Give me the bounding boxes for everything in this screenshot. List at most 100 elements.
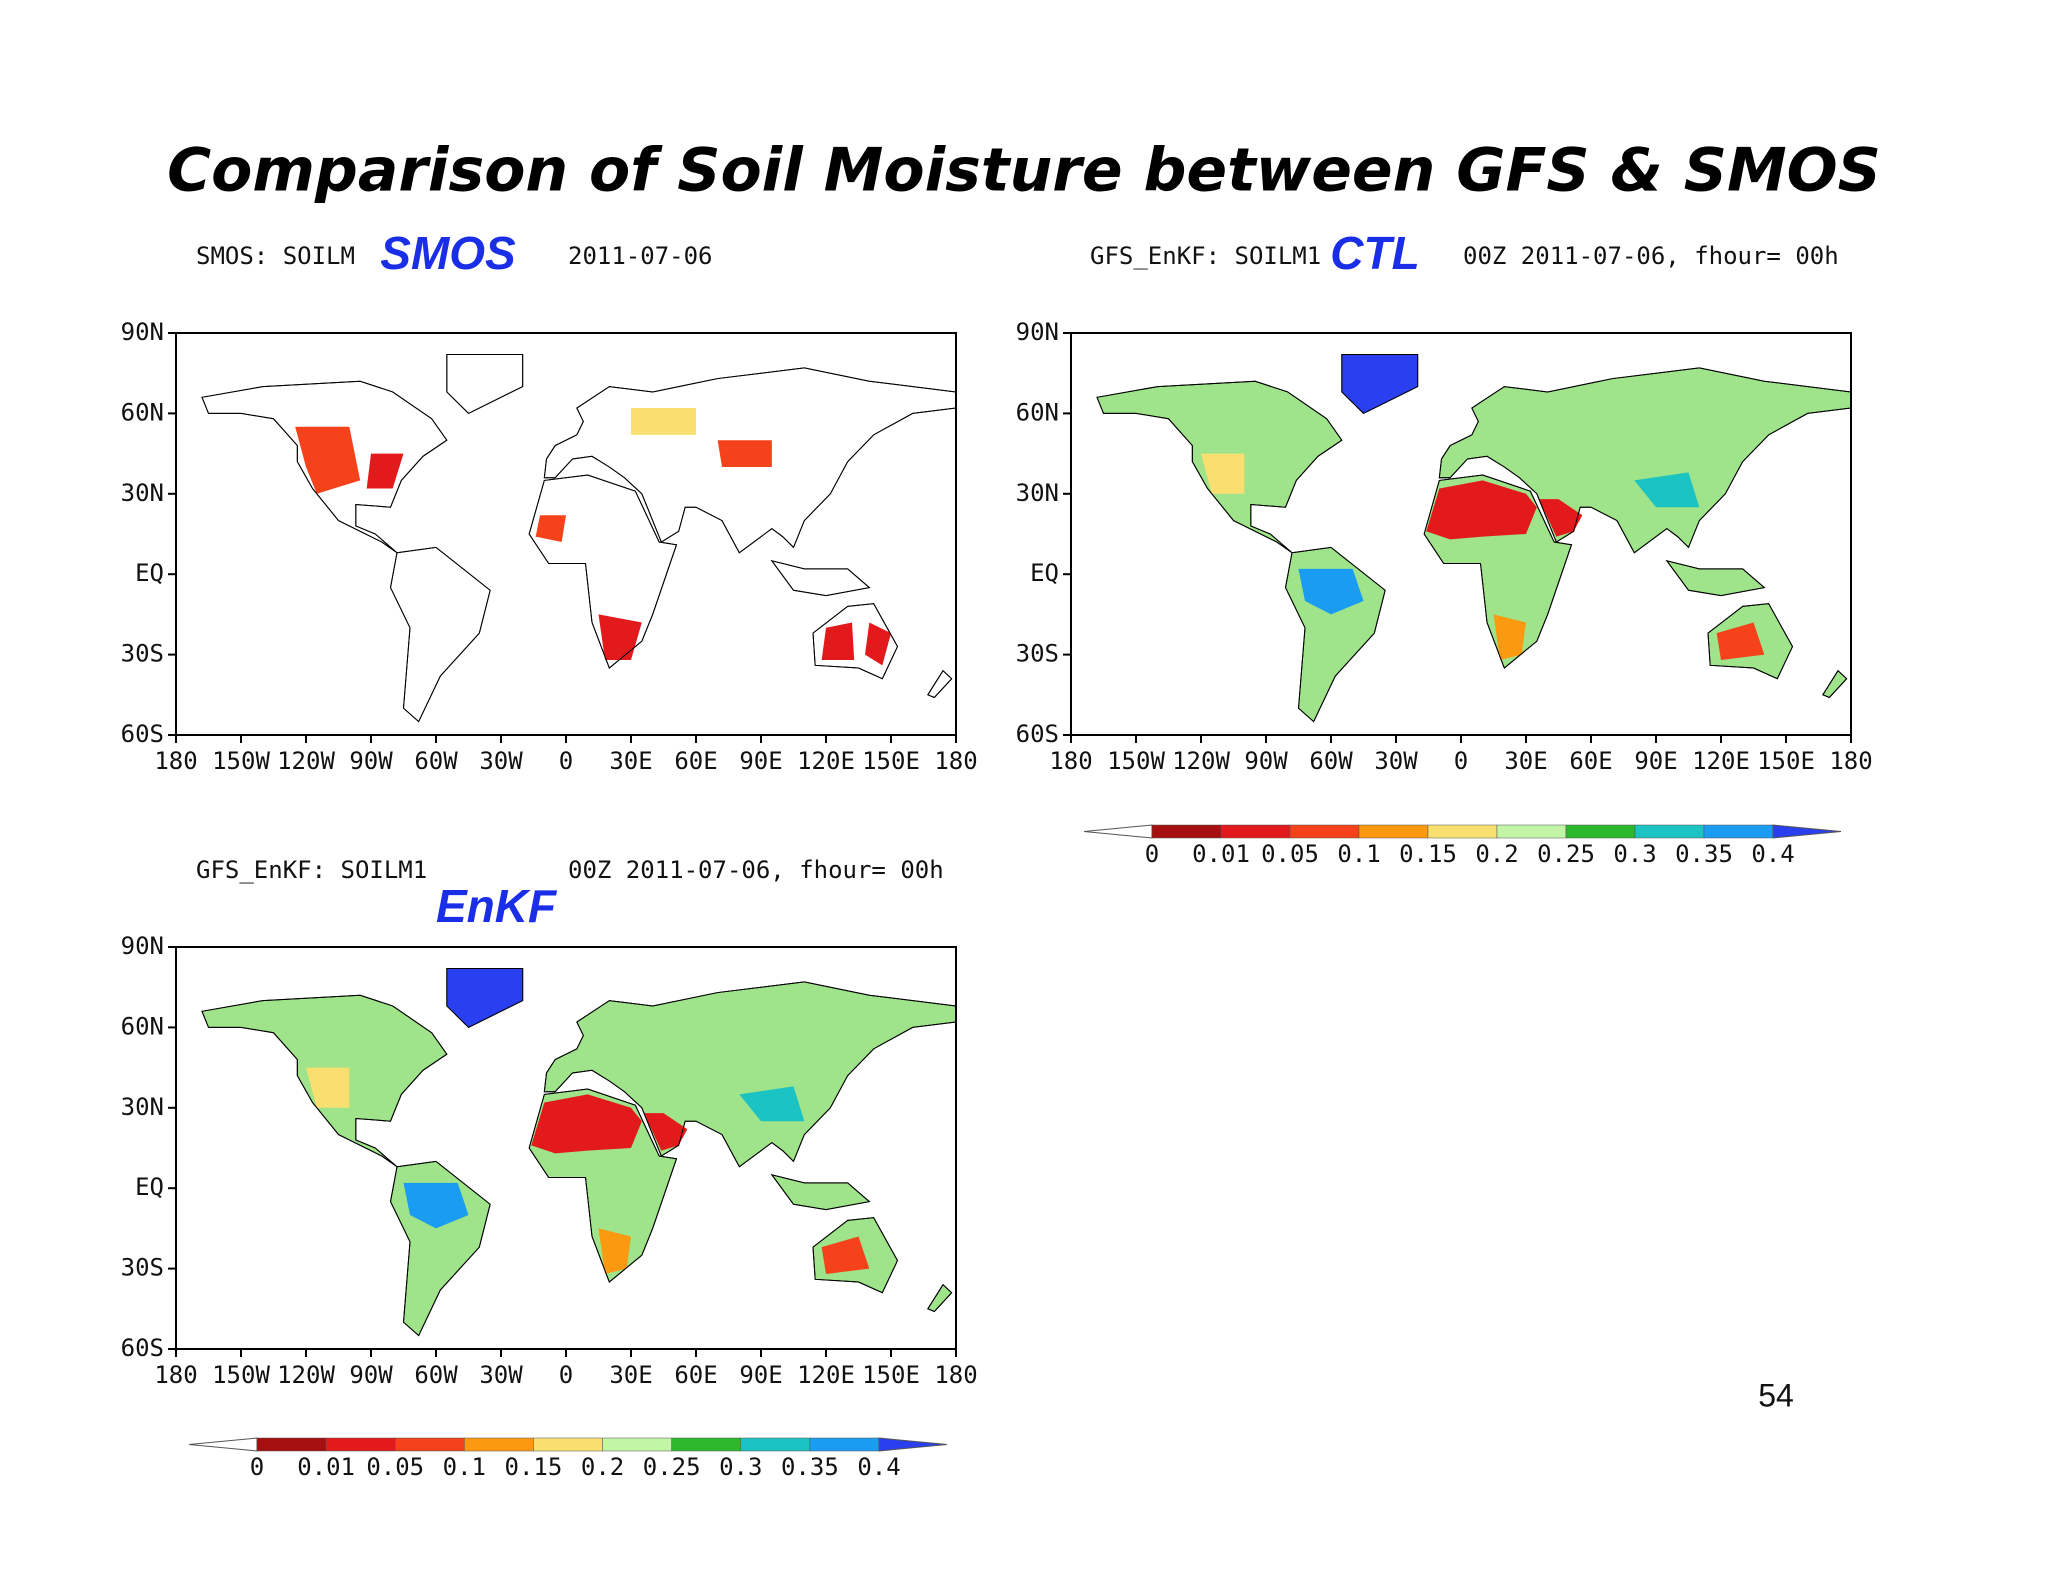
lon-label: 180: [1049, 747, 1092, 775]
panel-header: GFS_EnKF: SOILM1: [1090, 242, 1321, 270]
colorbar-swatch: [533, 1437, 603, 1452]
colorbar-label: 0.3: [1613, 840, 1656, 868]
lon-label: 150W: [1107, 747, 1165, 775]
lon-label: 120W: [1172, 747, 1230, 775]
colorbar-label: 0.1: [443, 1453, 486, 1481]
lon-label: 60W: [414, 1361, 458, 1389]
page-number: 54: [1758, 1377, 1794, 1413]
colorbar-label: 0.4: [1751, 840, 1794, 868]
lon-label: 30E: [1504, 747, 1547, 775]
colorbar-label: 0.15: [1399, 840, 1457, 868]
lat-label: 30S: [121, 1254, 164, 1282]
colorbar-swatch: [1565, 824, 1636, 839]
lon-label: 150W: [212, 747, 270, 775]
map-layer: [200, 967, 956, 1337]
colorbar-label: 0.35: [1675, 840, 1733, 868]
map: [200, 353, 956, 723]
panel-label: EnKF: [436, 880, 558, 932]
lon-label: 150W: [212, 1361, 270, 1389]
colorbar-swatch: [1703, 824, 1774, 839]
colorbar-swatch: [1634, 824, 1705, 839]
colorbar-label: 0.1: [1337, 840, 1380, 868]
continents: [1095, 353, 1851, 723]
lat-label: 60S: [1016, 720, 1059, 748]
panel-label: SMOS: [380, 227, 516, 279]
colorbar-swatch: [671, 1437, 742, 1452]
panel-header: GFS_EnKF: SOILM1: [196, 856, 427, 884]
lon-label: 150E: [1757, 747, 1815, 775]
map-layer: [200, 353, 956, 723]
colorbar-arrow: [1772, 824, 1842, 839]
colorbar-swatch: [1151, 824, 1222, 839]
panel-label: CTL: [1330, 227, 1419, 279]
colorbar-label: 0.4: [857, 1453, 900, 1481]
lon-label: 30W: [479, 747, 523, 775]
lat-label: 30N: [1016, 479, 1059, 507]
lon-label: 90W: [1244, 747, 1288, 775]
colorbar-swatch: [256, 1437, 327, 1452]
lon-label: 30W: [479, 1361, 523, 1389]
lon-label: 60W: [414, 747, 458, 775]
lat-label: 30S: [121, 640, 164, 668]
colorbar-label: 0.35: [781, 1453, 839, 1481]
lon-label: 120W: [277, 1361, 335, 1389]
lat-label: EQ: [1030, 559, 1059, 587]
lon-label: 120E: [797, 1361, 855, 1389]
colorbar-swatch: [394, 1437, 465, 1452]
colorbar-swatch: [464, 1437, 534, 1452]
lat-label: 60N: [1016, 398, 1059, 426]
map: [200, 967, 956, 1337]
colorbar-arrow: [878, 1437, 948, 1452]
lon-label: 0: [559, 1361, 573, 1389]
colorbar-arrow: [1083, 824, 1153, 839]
lat-label: 60N: [121, 1012, 164, 1040]
colorbar-swatch: [325, 1437, 396, 1452]
slide-title: Comparison of Soil Moisture between GFS …: [167, 136, 1881, 206]
colorbar-swatch: [740, 1437, 811, 1452]
map-layer: [1095, 353, 1851, 723]
lat-label: EQ: [135, 559, 164, 587]
lon-label: 120E: [797, 747, 855, 775]
continents: [200, 967, 956, 1337]
colorbar-swatch: [1427, 824, 1498, 839]
colorbar-swatch: [1358, 824, 1429, 839]
lon-label: 90E: [1634, 747, 1677, 775]
lon-label: 180: [1829, 747, 1872, 775]
lon-label: 30W: [1374, 747, 1418, 775]
colorbar-swatch: [1220, 824, 1291, 839]
colorbar-label: 0.25: [1537, 840, 1595, 868]
colorbar-swatch: [809, 1437, 880, 1452]
lat-label: 30N: [121, 1093, 164, 1121]
lon-label: 90E: [739, 1361, 782, 1389]
map: [1095, 353, 1851, 723]
colorbar-label: 0.2: [581, 1453, 624, 1481]
colorbar-label: 0.01: [1192, 840, 1250, 868]
colorbar-swatch: [1496, 824, 1567, 839]
panel-time: 2011-07-06: [568, 242, 713, 270]
lat-label: 30N: [121, 479, 164, 507]
lon-label: 60W: [1309, 747, 1353, 775]
panel-time: 00Z 2011-07-06, fhour= 00h: [1463, 242, 1839, 270]
lon-label: 120E: [1692, 747, 1750, 775]
lon-label: 30E: [609, 747, 652, 775]
colorbar-label: 0.05: [366, 1453, 424, 1481]
colorbar-swatch: [602, 1437, 672, 1452]
colorbar-label: 0.3: [719, 1453, 762, 1481]
panel-header: SMOS: SOILM: [196, 242, 355, 270]
continents: [200, 353, 956, 723]
colorbar-swatch: [1289, 824, 1360, 839]
colorbar-arrow: [188, 1437, 258, 1452]
lon-label: 180: [934, 1361, 977, 1389]
colorbar-label: 0.01: [297, 1453, 355, 1481]
lat-label: 90N: [121, 318, 164, 346]
lat-label: EQ: [135, 1173, 164, 1201]
lon-label: 90W: [349, 1361, 393, 1389]
lon-label: 90W: [349, 747, 393, 775]
colorbar-label: 0: [250, 1453, 264, 1481]
lat-label: 60N: [121, 398, 164, 426]
lon-label: 180: [934, 747, 977, 775]
colorbar-label: 0.2: [1475, 840, 1518, 868]
lon-label: 0: [559, 747, 573, 775]
colorbar-label: 0.05: [1261, 840, 1319, 868]
